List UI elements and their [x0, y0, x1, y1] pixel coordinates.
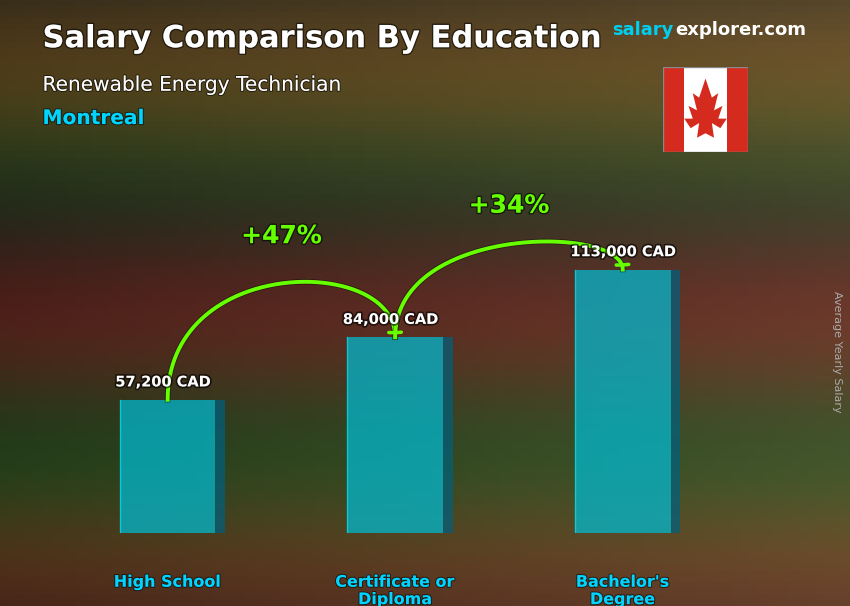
Text: +34%: +34% [468, 194, 549, 218]
Text: Montreal: Montreal [42, 109, 144, 128]
Bar [120, 400, 215, 533]
Polygon shape [215, 400, 225, 533]
Polygon shape [684, 79, 727, 138]
Text: explorer.com: explorer.com [676, 21, 807, 39]
Polygon shape [671, 270, 680, 533]
Text: 113,000 CAD: 113,000 CAD [570, 244, 677, 259]
Text: Bachelor's
Degree: Bachelor's Degree [575, 574, 670, 606]
Bar [348, 337, 443, 533]
Text: Average Yearly Salary: Average Yearly Salary [832, 291, 842, 412]
Text: Salary Comparison By Education: Salary Comparison By Education [42, 24, 599, 53]
Text: +47%: +47% [241, 224, 322, 248]
Text: 57,200 CAD: 57,200 CAD [116, 375, 212, 390]
Text: Renewable Energy Technician: Renewable Energy Technician [42, 76, 343, 95]
Text: 84,000 CAD: 84,000 CAD [343, 312, 439, 327]
Text: High School: High School [114, 574, 222, 590]
Bar [663, 67, 684, 152]
Text: Certificate or
Diploma: Certificate or Diploma [335, 574, 455, 606]
Text: salary: salary [612, 21, 673, 39]
Bar [575, 270, 671, 533]
Bar [684, 67, 727, 152]
Polygon shape [443, 337, 452, 533]
Bar [727, 67, 748, 152]
